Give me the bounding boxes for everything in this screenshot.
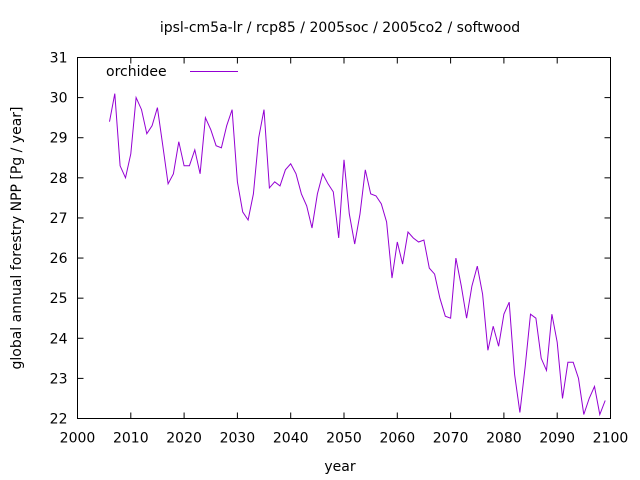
y-tick-label: 22 bbox=[50, 412, 68, 428]
y-tick-label: 30 bbox=[50, 91, 68, 107]
x-tick-label: 2060 bbox=[379, 431, 415, 447]
x-tick-label: 2050 bbox=[326, 431, 362, 447]
x-tick-label: 2040 bbox=[273, 431, 309, 447]
y-tick-label: 28 bbox=[50, 171, 68, 187]
y-tick-label: 27 bbox=[50, 211, 68, 227]
x-tick-label: 2090 bbox=[539, 431, 575, 447]
x-tick-label: 2100 bbox=[593, 431, 629, 447]
y-axis-label: global annual forestry NPP [Pg / year] bbox=[9, 106, 25, 369]
x-tick-label: 2010 bbox=[113, 431, 149, 447]
x-tick-label: 2020 bbox=[166, 431, 202, 447]
x-tick-label: 2070 bbox=[433, 431, 469, 447]
series-line-orchidee bbox=[109, 93, 606, 417]
y-tick-label: 31 bbox=[50, 51, 68, 67]
y-tick-label: 25 bbox=[50, 291, 68, 307]
y-tick-label: 23 bbox=[50, 371, 68, 387]
y-tick-label: 26 bbox=[50, 251, 68, 267]
x-tick-label: 2000 bbox=[60, 431, 96, 447]
y-tick-label: 24 bbox=[50, 331, 68, 347]
legend-label-orchidee: orchidee bbox=[106, 64, 167, 80]
plot-frame bbox=[77, 57, 611, 419]
x-tick-label: 2080 bbox=[486, 431, 522, 447]
x-tick-label: 2030 bbox=[220, 431, 256, 447]
x-axis-label: year bbox=[324, 459, 355, 475]
y-tick-label: 29 bbox=[50, 131, 68, 147]
legend: orchidee bbox=[106, 64, 238, 80]
chart-title: ipsl-cm5a-lr / rcp85 / 2005soc / 2005co2… bbox=[160, 20, 520, 36]
